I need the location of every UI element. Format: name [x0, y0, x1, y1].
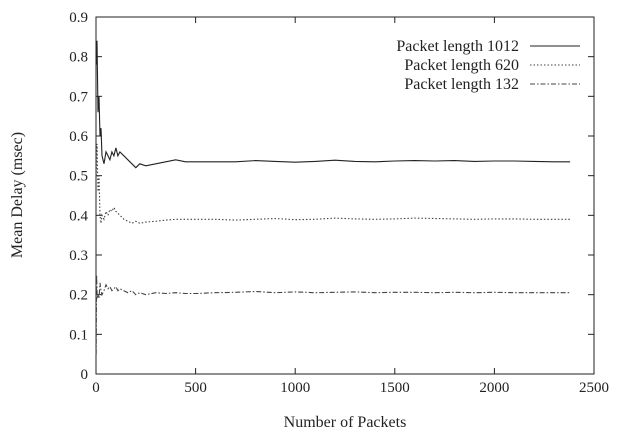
x-axis-label: Number of Packets — [284, 414, 407, 431]
y-tick-label: 0.4 — [69, 208, 88, 224]
x-tick-label: 0 — [92, 380, 100, 396]
legend: Packet length 1012 Packet length 620 Packe… — [396, 38, 580, 93]
series-line-2 — [95, 143, 571, 224]
axis-ticks: 0 0.1 0.2 0.3 0.4 0.5 0.6 0.7 0.8 0.9 0 500 1000 1500… — [69, 10, 609, 396]
series-line-3 — [95, 274, 571, 355]
y-tick-label: 0.7 — [69, 89, 88, 105]
x-tick-label: 1000 — [280, 380, 310, 396]
legend-label-3: Packet length 132 — [404, 76, 519, 93]
y-tick-label: 0.5 — [69, 169, 88, 185]
x-tick-label: 2500 — [579, 380, 609, 396]
y-tick-label: 0.8 — [69, 50, 88, 66]
legend-label-2: Packet length 620 — [404, 57, 519, 74]
y-tick-label: 0.2 — [69, 288, 88, 304]
x-tick-label: 500 — [184, 380, 207, 396]
y-axis-label: Mean Delay (msec) — [9, 132, 26, 258]
legend-label-1: Packet length 1012 — [396, 38, 519, 55]
y-tick-label: 0.3 — [69, 248, 88, 264]
x-tick-label: 1500 — [380, 380, 410, 396]
y-tick-label: 0.6 — [69, 129, 88, 145]
y-tick-label: 0 — [81, 367, 89, 383]
series-layer — [95, 40, 571, 355]
series-line-1 — [95, 40, 571, 169]
x-tick-label: 2000 — [479, 380, 509, 396]
y-tick-label: 0.1 — [69, 327, 88, 343]
plot-frame — [95, 16, 595, 375]
y-tick-label: 0.9 — [69, 10, 88, 26]
